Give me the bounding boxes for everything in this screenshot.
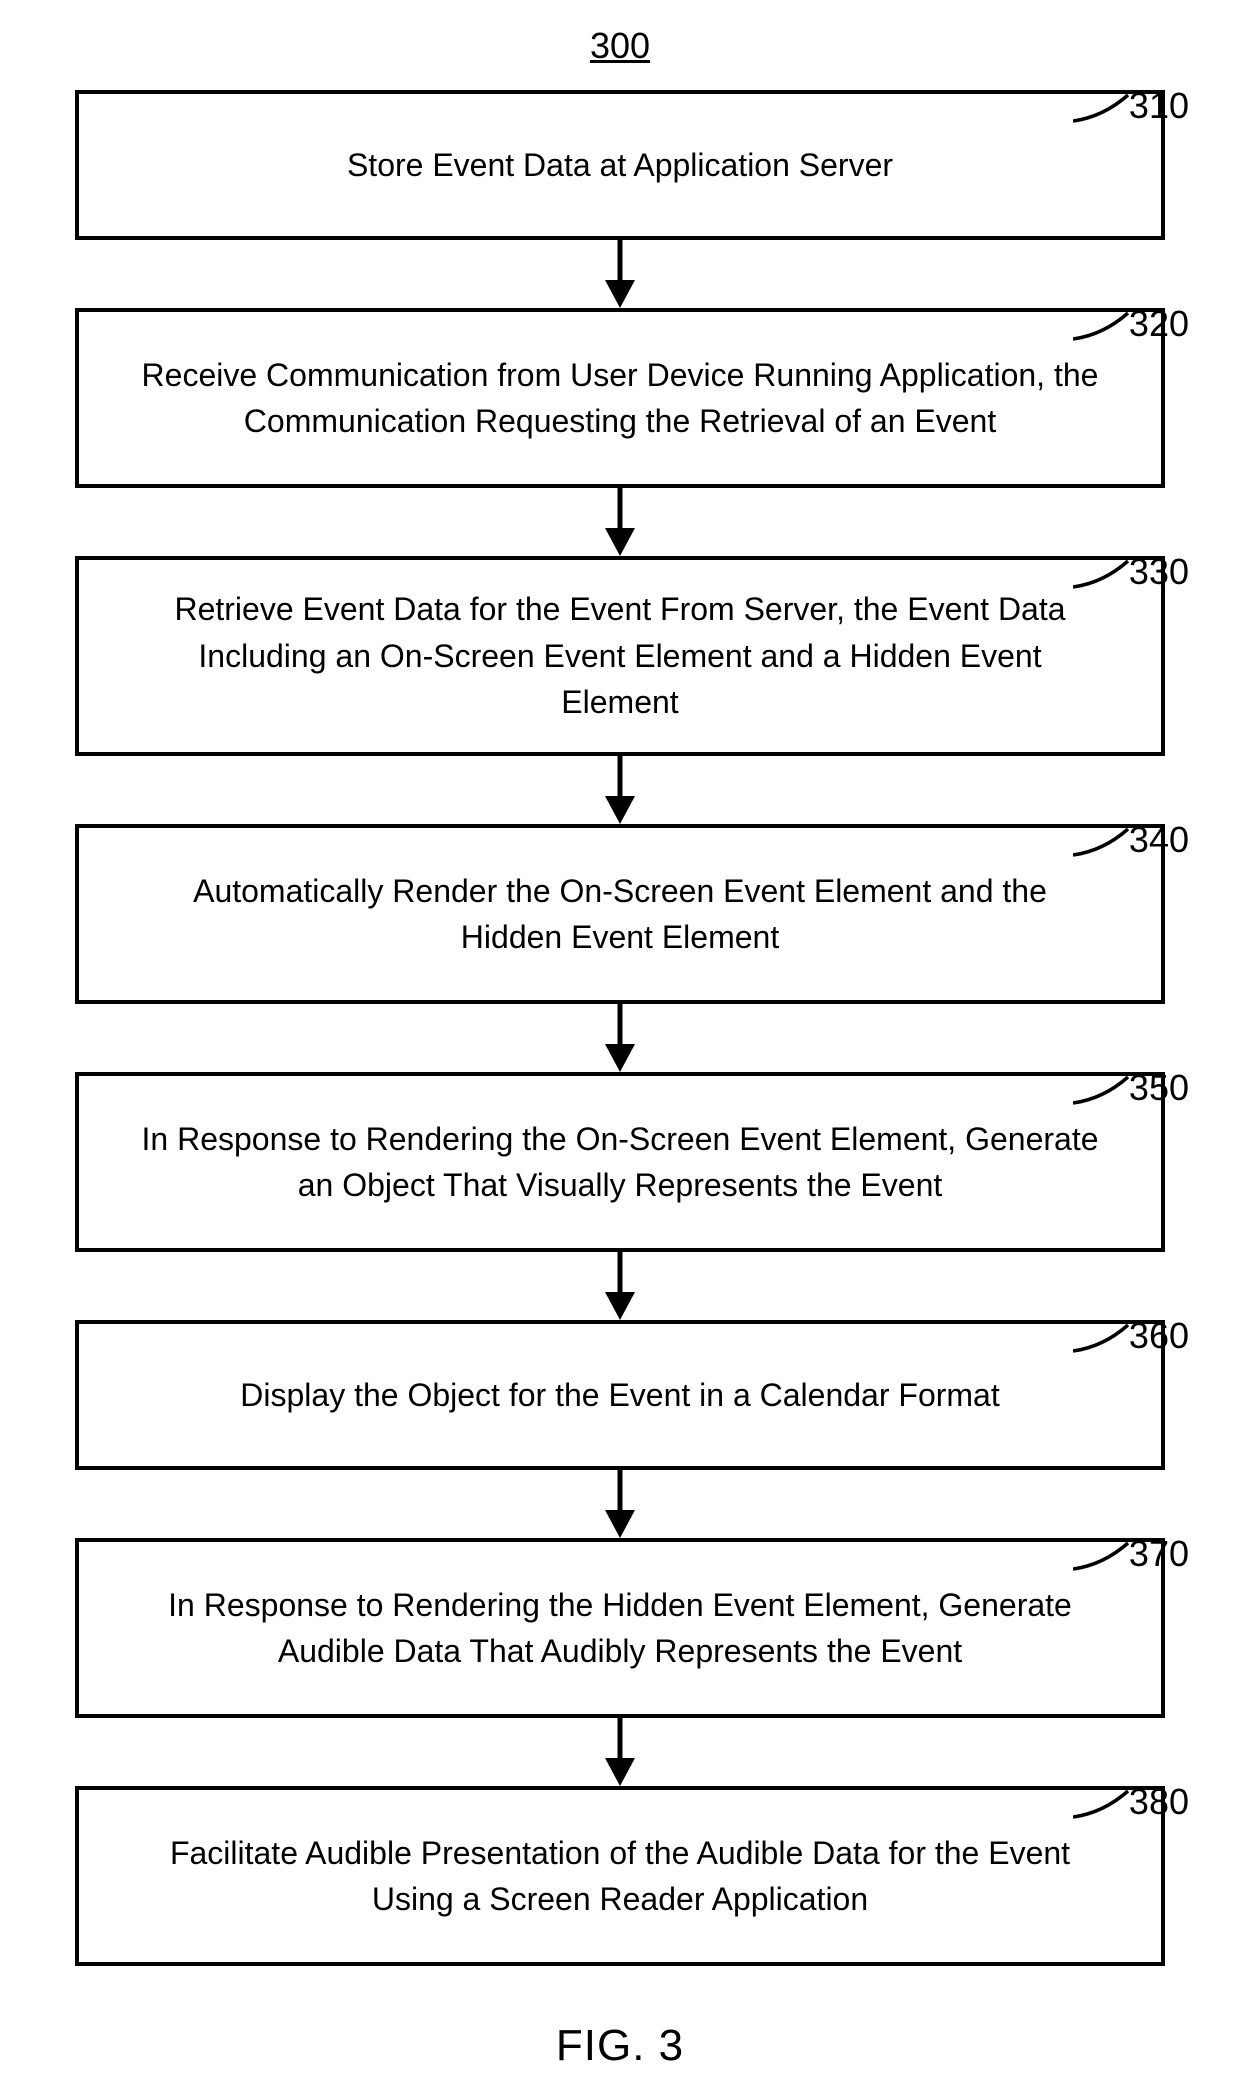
leader-line-icon	[1073, 307, 1133, 337]
leader-line-icon	[1073, 1785, 1133, 1815]
arrow-down-icon	[595, 1470, 645, 1538]
step-320-wrapper: 320 Receive Communication from User Devi…	[55, 308, 1185, 556]
step-380-wrapper: 380 Facilitate Audible Presentation of t…	[55, 1786, 1185, 1966]
step-310-wrapper: 310 Store Event Data at Application Serv…	[55, 90, 1185, 308]
step-box-340: 340 Automatically Render the On-Screen E…	[75, 824, 1165, 1004]
step-label-350: 350	[1129, 1062, 1189, 1114]
arrow-down-icon	[595, 1252, 645, 1320]
step-box-350: 350 In Response to Rendering the On-Scre…	[75, 1072, 1165, 1252]
arrow-down-icon	[595, 756, 645, 824]
step-label-360: 360	[1129, 1310, 1189, 1362]
step-350-wrapper: 350 In Response to Rendering the On-Scre…	[55, 1072, 1185, 1320]
leader-line-icon	[1073, 555, 1133, 585]
step-box-370: 370 In Response to Rendering the Hidden …	[75, 1538, 1165, 1718]
step-label-340: 340	[1129, 814, 1189, 866]
leader-line-icon	[1073, 823, 1133, 853]
step-text-320: Receive Communication from User Device R…	[139, 352, 1101, 445]
leader-line-icon	[1073, 1319, 1133, 1349]
figure-caption: FIG. 3	[556, 2021, 684, 2071]
leader-line-icon	[1073, 89, 1133, 119]
arrow-down-icon	[595, 1004, 645, 1072]
step-label-330: 330	[1129, 546, 1189, 598]
step-label-320: 320	[1129, 298, 1189, 350]
flowchart-container: 310 Store Event Data at Application Serv…	[0, 90, 1240, 2071]
step-340-wrapper: 340 Automatically Render the On-Screen E…	[55, 824, 1185, 1072]
step-box-330: 330 Retrieve Event Data for the Event Fr…	[75, 556, 1165, 756]
step-box-380: 380 Facilitate Audible Presentation of t…	[75, 1786, 1165, 1966]
leader-line-icon	[1073, 1071, 1133, 1101]
step-label-310: 310	[1129, 80, 1189, 132]
step-text-350: In Response to Rendering the On-Screen E…	[139, 1116, 1101, 1209]
step-label-370: 370	[1129, 1528, 1189, 1580]
diagram-title: 300	[590, 25, 650, 67]
leader-line-icon	[1073, 1537, 1133, 1567]
step-text-370: In Response to Rendering the Hidden Even…	[139, 1582, 1101, 1675]
step-text-380: Facilitate Audible Presentation of the A…	[139, 1830, 1101, 1923]
arrow-down-icon	[595, 1718, 645, 1786]
step-label-380: 380	[1129, 1776, 1189, 1828]
step-box-310: 310 Store Event Data at Application Serv…	[75, 90, 1165, 240]
step-text-330: Retrieve Event Data for the Event From S…	[139, 586, 1101, 725]
step-330-wrapper: 330 Retrieve Event Data for the Event Fr…	[55, 556, 1185, 824]
step-text-360: Display the Object for the Event in a Ca…	[240, 1372, 999, 1418]
step-360-wrapper: 360 Display the Object for the Event in …	[55, 1320, 1185, 1538]
step-box-360: 360 Display the Object for the Event in …	[75, 1320, 1165, 1470]
step-370-wrapper: 370 In Response to Rendering the Hidden …	[55, 1538, 1185, 1786]
step-text-310: Store Event Data at Application Server	[347, 142, 893, 188]
arrow-down-icon	[595, 488, 645, 556]
step-box-320: 320 Receive Communication from User Devi…	[75, 308, 1165, 488]
step-text-340: Automatically Render the On-Screen Event…	[139, 868, 1101, 961]
arrow-down-icon	[595, 240, 645, 308]
